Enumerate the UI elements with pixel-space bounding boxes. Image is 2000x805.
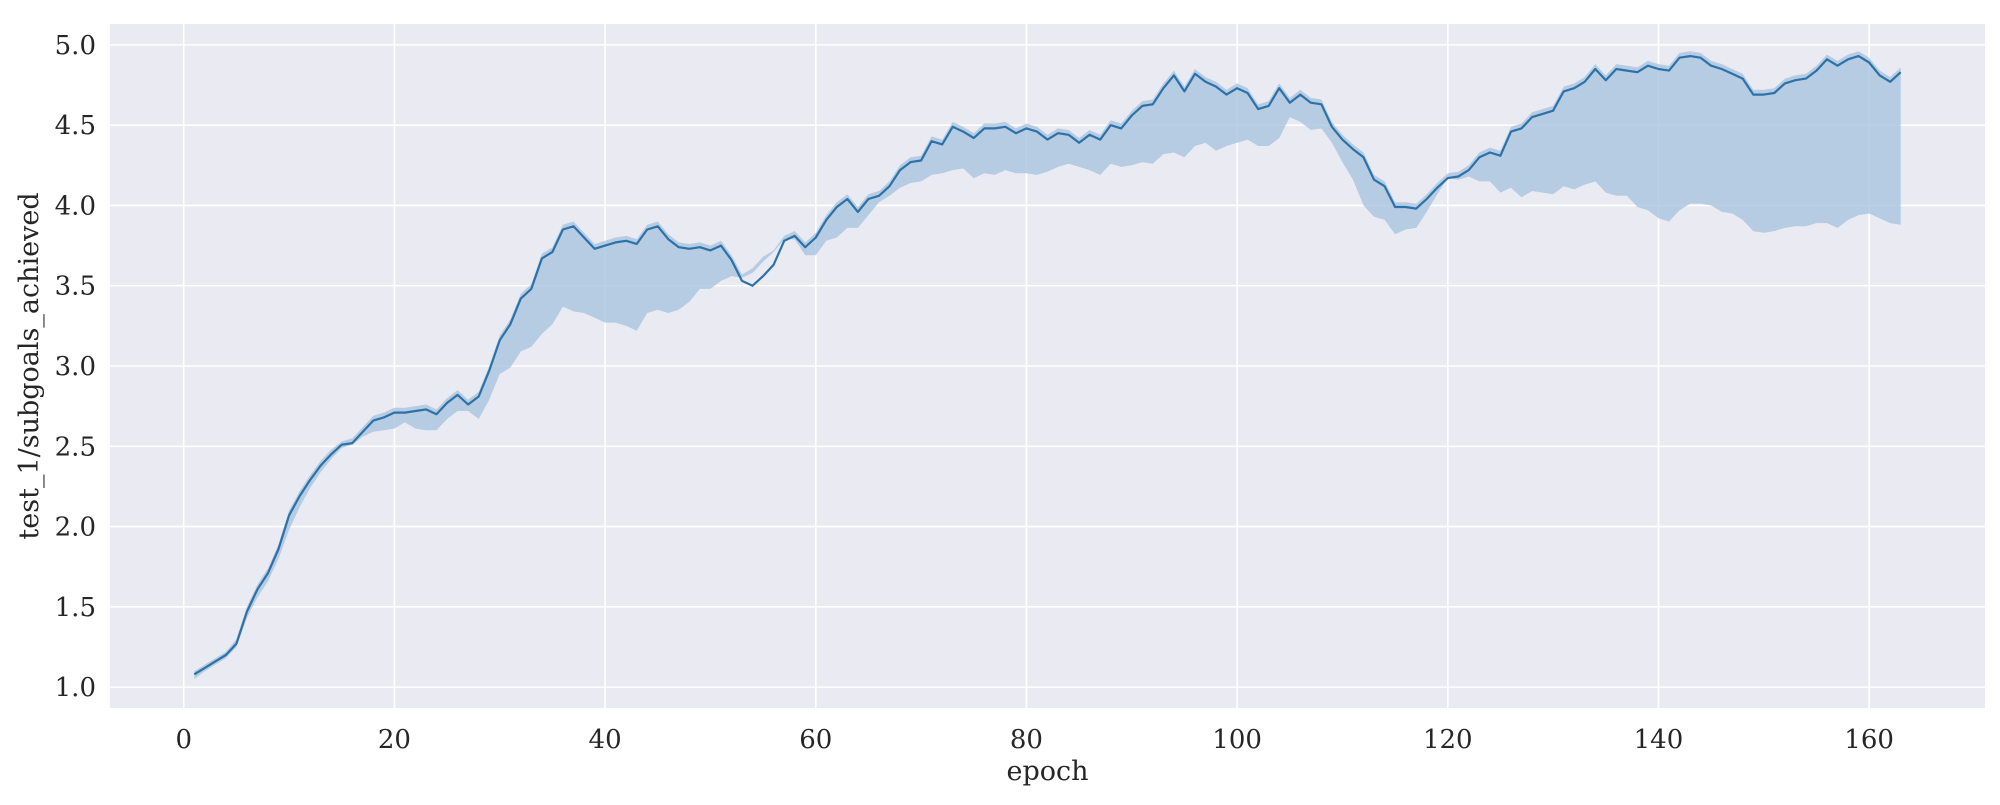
y-axis-ticks: 1.0 1.5 2.0 2.5 3.0 3.5 4.0 4.5 5.0 (55, 31, 96, 703)
y-tick-label: 3.5 (55, 272, 96, 302)
x-tick-label: 120 (1423, 725, 1473, 755)
y-tick-label: 5.0 (55, 31, 96, 61)
x-tick-label: 80 (1010, 725, 1043, 755)
x-tick-label: 140 (1634, 725, 1684, 755)
y-axis-label: test_1/subgoals_achieved (14, 192, 45, 539)
x-axis-label: epoch (1006, 756, 1088, 787)
y-tick-label: 1.0 (55, 673, 96, 703)
y-tick-label: 4.0 (55, 191, 96, 221)
y-tick-label: 3.0 (55, 352, 96, 382)
x-axis-ticks: 0 20 40 60 80 100 120 140 160 (175, 725, 1893, 755)
x-tick-label: 100 (1212, 725, 1262, 755)
x-tick-label: 60 (799, 725, 832, 755)
y-tick-label: 4.5 (55, 111, 96, 141)
confidence-band (194, 51, 1901, 680)
x-tick-label: 0 (175, 725, 192, 755)
x-tick-label: 160 (1844, 725, 1894, 755)
series-line (193, 55, 1902, 676)
x-tick-label: 40 (589, 725, 622, 755)
x-tick-label: 20 (378, 725, 411, 755)
y-tick-label: 2.5 (55, 432, 96, 462)
y-tick-label: 1.5 (55, 593, 96, 623)
y-tick-label: 2.0 (55, 513, 96, 543)
